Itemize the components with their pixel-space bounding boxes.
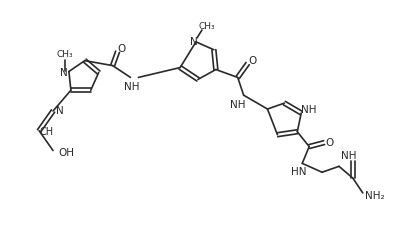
- Text: NH₂: NH₂: [365, 190, 384, 200]
- Text: NH: NH: [341, 151, 357, 161]
- Text: CH: CH: [39, 126, 53, 136]
- Text: O: O: [118, 44, 126, 54]
- Text: N: N: [190, 37, 198, 47]
- Text: OH: OH: [58, 147, 74, 157]
- Text: CH₃: CH₃: [198, 21, 215, 30]
- Text: NH: NH: [301, 105, 317, 115]
- Text: O: O: [248, 55, 257, 65]
- Text: CH₃: CH₃: [57, 50, 73, 59]
- Text: N: N: [60, 68, 68, 78]
- Text: N: N: [56, 106, 64, 115]
- Text: NH: NH: [124, 82, 139, 92]
- Text: HN: HN: [290, 166, 306, 176]
- Text: NH: NH: [230, 100, 246, 110]
- Text: O: O: [325, 137, 333, 147]
